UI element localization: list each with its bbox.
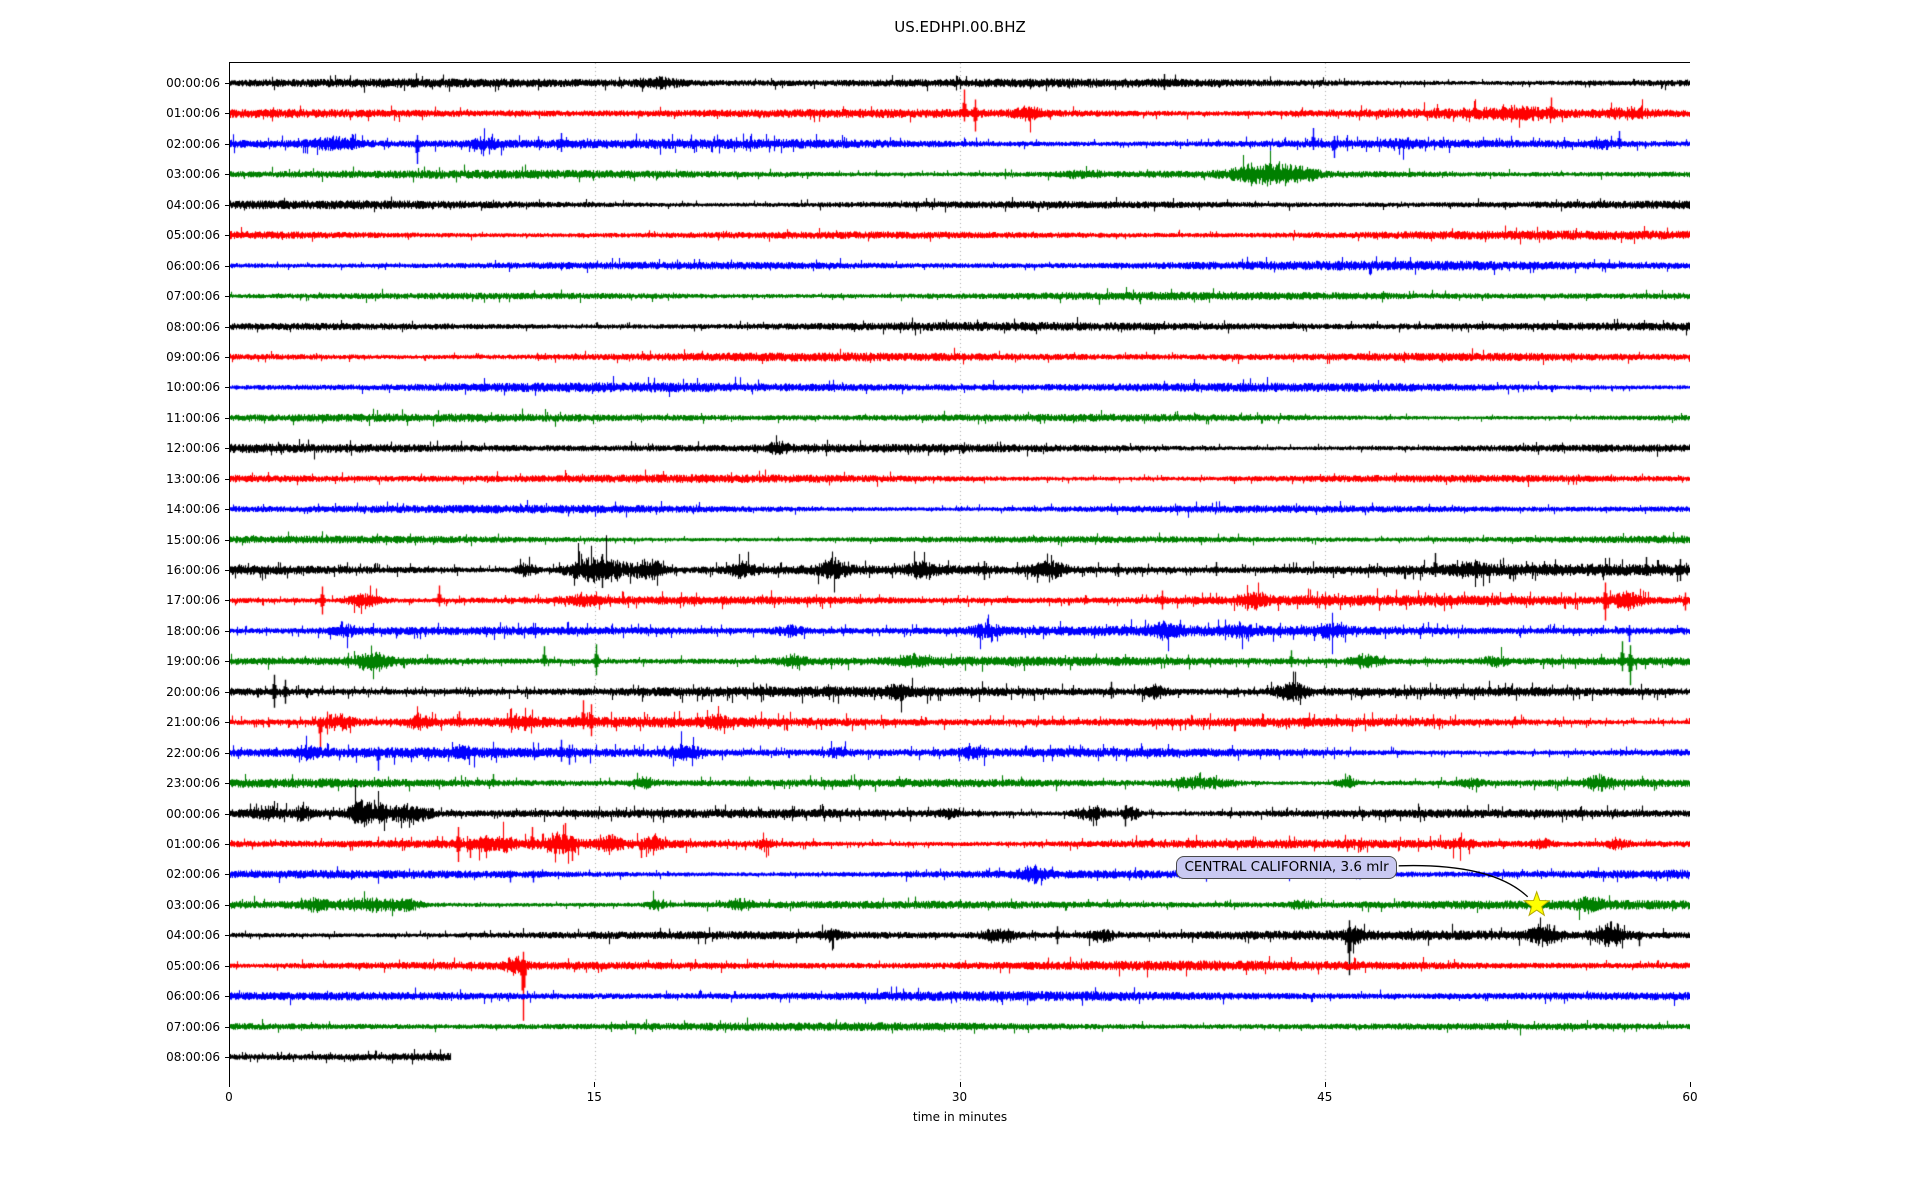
trace-time-label: 06:00:06: [166, 989, 220, 1004]
y-tick-mark: [225, 356, 229, 358]
y-tick-mark: [225, 326, 229, 328]
y-tick-mark: [225, 600, 229, 602]
y-tick-mark: [225, 630, 229, 632]
x-tick-mark: [594, 1082, 596, 1087]
y-tick-mark: [225, 570, 229, 571]
x-tick-mark: [1690, 1082, 1691, 1087]
y-tick-mark: [225, 661, 229, 663]
y-tick-mark: [225, 174, 229, 176]
y-tick-mark: [225, 509, 229, 511]
trace-time-label: 02:00:06: [166, 136, 220, 151]
trace-time-label: 11:00:06: [166, 410, 220, 425]
y-tick-mark: [225, 417, 229, 419]
x-tick-label: 0: [225, 1090, 233, 1104]
x-tick-mark: [959, 1082, 961, 1087]
trace-time-label: 12:00:06: [166, 441, 220, 456]
y-tick-mark: [225, 813, 229, 815]
y-tick-mark: [225, 235, 229, 237]
trace-time-label: 08:00:06: [166, 319, 220, 334]
x-tick-label: 60: [1682, 1090, 1698, 1104]
trace-time-label: 09:00:06: [166, 349, 220, 364]
trace-time-label: 07:00:06: [166, 1019, 220, 1034]
y-tick-mark: [225, 783, 229, 785]
trace-time-label: 21:00:06: [166, 715, 220, 730]
trace-time-label: 15:00:06: [166, 532, 220, 547]
y-tick-mark: [225, 143, 229, 145]
trace-time-label: 19:00:06: [166, 654, 220, 669]
trace-time-label: 14:00:06: [166, 502, 220, 517]
trace-time-label: 03:00:06: [166, 167, 220, 182]
trace-time-label: 07:00:06: [166, 289, 220, 304]
trace-time-label: 00:00:06: [166, 806, 220, 821]
y-tick-mark: [225, 752, 229, 754]
trace-time-label: 02:00:06: [166, 867, 220, 882]
x-tick-mark: [1324, 1082, 1326, 1087]
trace-time-label: 17:00:06: [166, 593, 220, 608]
trace-time-label: 04:00:06: [166, 197, 220, 212]
y-tick-mark: [225, 204, 229, 206]
trace-time-label: 01:00:06: [166, 836, 220, 851]
seismogram-canvas: [230, 63, 1690, 1082]
y-tick-mark: [225, 448, 229, 450]
figure-title: US.EDHPI.00.BHZ: [894, 18, 1026, 36]
x-tick-label: 45: [1317, 1090, 1333, 1104]
trace-time-label: 01:00:06: [166, 106, 220, 121]
trace-time-label: 22:00:06: [166, 745, 220, 760]
y-tick-mark: [225, 722, 229, 724]
trace-time-label: 06:00:06: [166, 258, 220, 273]
y-tick-mark: [225, 935, 229, 937]
trace-time-label: 16:00:06: [166, 563, 220, 577]
y-tick-mark: [225, 874, 229, 876]
trace-time-label: 10:00:06: [166, 380, 220, 395]
y-tick-mark: [225, 113, 229, 115]
x-tick-label: 30: [951, 1090, 968, 1104]
trace-time-label: 23:00:06: [166, 776, 220, 791]
x-axis-label: time in minutes: [912, 1110, 1008, 1124]
trace-time-label: 05:00:06: [166, 228, 220, 243]
y-tick-mark: [225, 1057, 229, 1058]
y-tick-mark: [225, 83, 229, 84]
y-tick-mark: [225, 387, 229, 389]
y-tick-mark: [225, 996, 229, 998]
trace-time-label: 05:00:06: [166, 958, 220, 973]
trace-time-label: 04:00:06: [166, 928, 220, 943]
y-tick-mark: [225, 478, 229, 480]
trace-time-label: 00:00:06: [166, 76, 220, 90]
trace-time-label: 03:00:06: [166, 897, 220, 912]
trace-time-label: 18:00:06: [166, 623, 220, 638]
y-tick-mark: [225, 843, 229, 845]
y-tick-mark: [225, 691, 229, 693]
trace-time-label: 20:00:06: [166, 684, 220, 699]
y-tick-mark: [225, 1026, 229, 1028]
y-tick-mark: [225, 296, 229, 298]
trace-time-label: 13:00:06: [166, 471, 220, 486]
y-tick-mark: [225, 965, 229, 967]
trace-time-label: 08:00:06: [166, 1050, 220, 1064]
x-tick-label: 15: [586, 1090, 602, 1104]
y-tick-mark: [225, 904, 229, 906]
x-tick-mark: [229, 1082, 230, 1087]
y-tick-mark: [225, 265, 229, 267]
y-tick-mark: [225, 539, 229, 541]
event-annotation: CENTRAL CALIFORNIA, 3.6 mlr: [1176, 855, 1397, 879]
